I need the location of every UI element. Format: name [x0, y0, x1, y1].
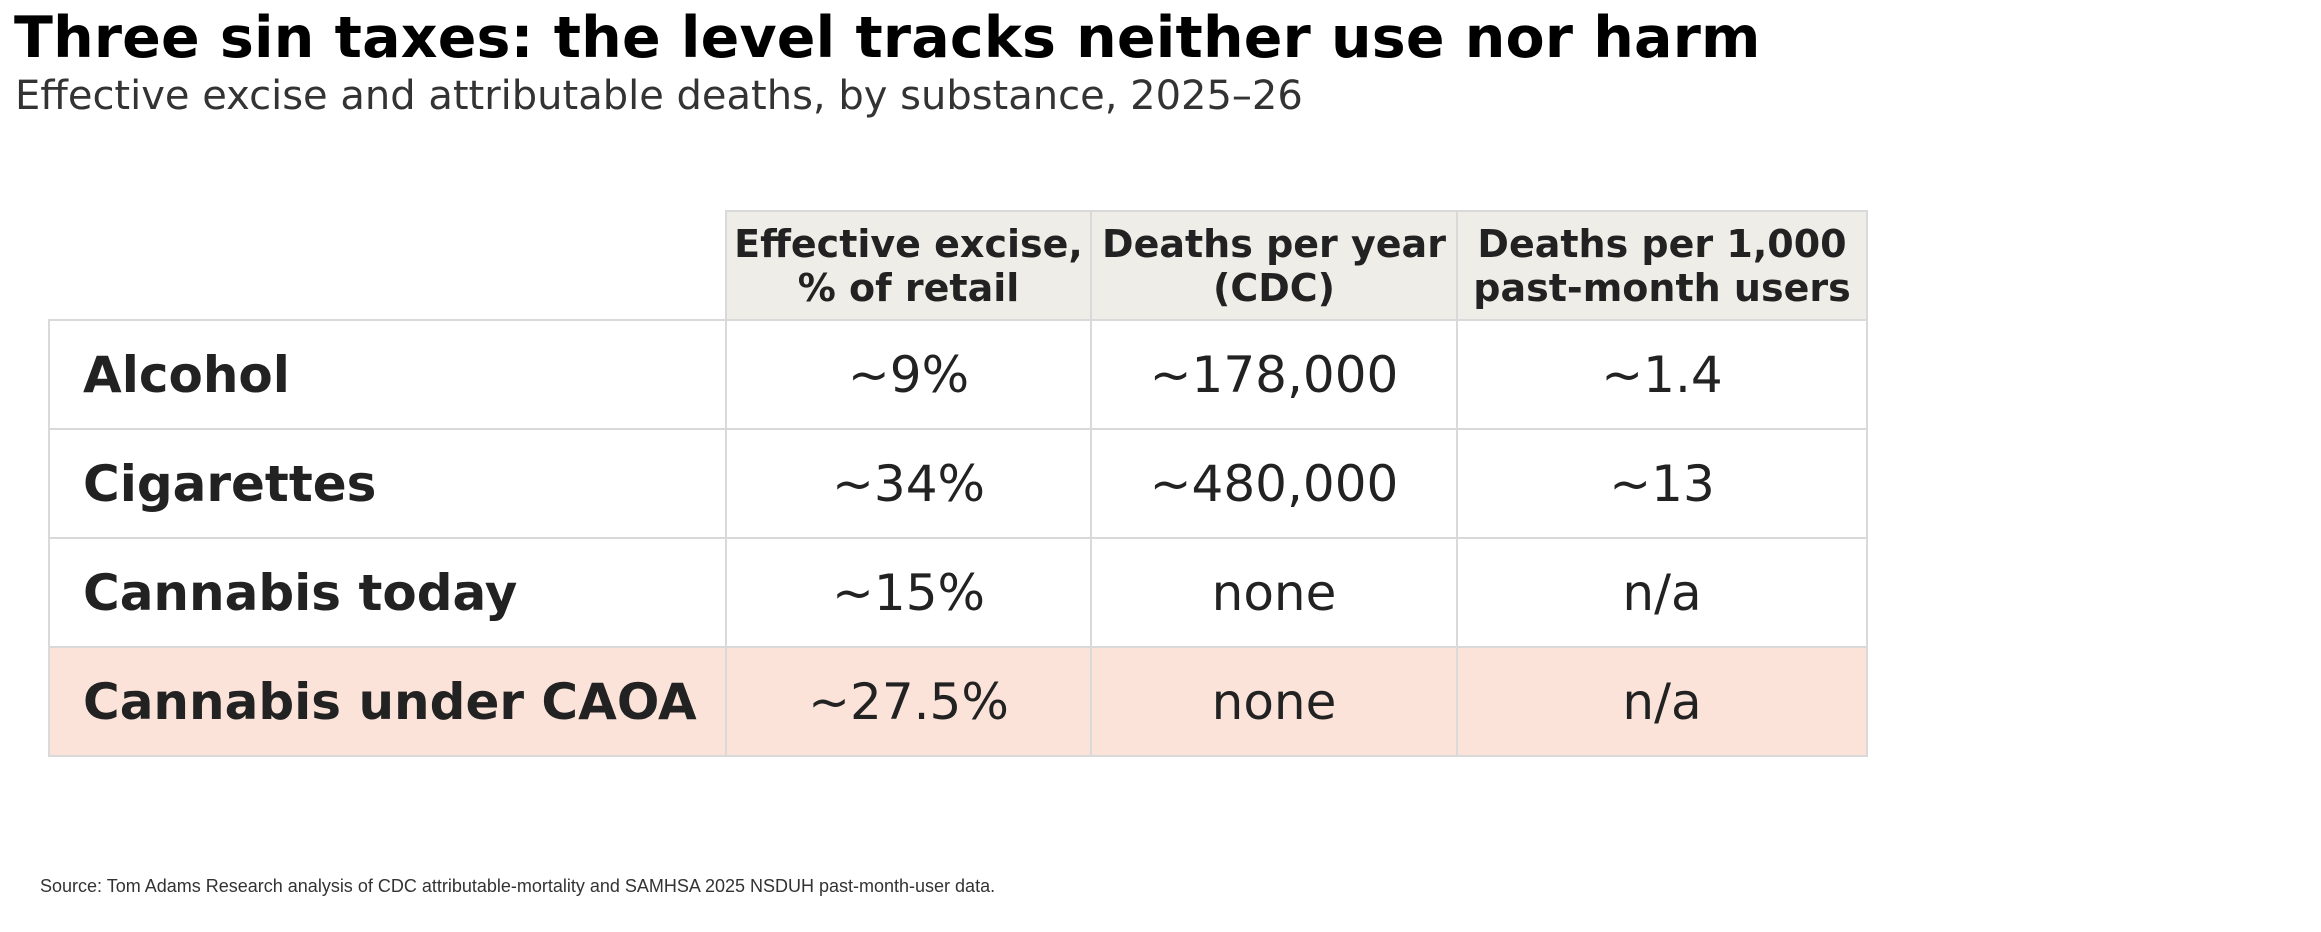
table-cell: none [1090, 646, 1458, 757]
row-label: Cigarettes [48, 428, 727, 539]
table-cell: ~13 [1456, 428, 1868, 539]
row-label: Cannabis today [48, 537, 727, 648]
table-row: Cannabis today ~15% none n/a [48, 537, 1868, 648]
data-table: Effective excise, % of retail Deaths per… [48, 210, 1868, 757]
source-note: Source: Tom Adams Research analysis of C… [40, 876, 996, 896]
table-row-highlighted: Cannabis under CAOA ~27.5% none n/a [48, 646, 1868, 757]
row-label: Cannabis under CAOA [48, 646, 727, 757]
column-header: Effective excise, % of retail [725, 210, 1092, 321]
table-cell: ~27.5% [725, 646, 1092, 757]
table-row: Cigarettes ~34% ~480,000 ~13 [48, 428, 1868, 539]
column-header: Deaths per 1,000 past-month users [1456, 210, 1868, 321]
row-label: Alcohol [48, 319, 727, 430]
table-cell: n/a [1456, 646, 1868, 757]
table-cell: ~480,000 [1090, 428, 1458, 539]
header-corner [49, 211, 727, 321]
table-cell: n/a [1456, 537, 1868, 648]
table-cell: none [1090, 537, 1458, 648]
column-header: Deaths per year (CDC) [1090, 210, 1458, 321]
chart-title: Three sin taxes: the level tracks neithe… [14, 5, 1761, 71]
chart-subtitle: Effective excise and attributable deaths… [15, 73, 1303, 119]
table-cell: ~9% [725, 319, 1092, 430]
header-row: Effective excise, % of retail Deaths per… [49, 210, 1868, 321]
table-cell: ~1.4 [1456, 319, 1868, 430]
table-cell: ~34% [725, 428, 1092, 539]
table-cell: ~178,000 [1090, 319, 1458, 430]
table-row: Alcohol ~9% ~178,000 ~1.4 [48, 319, 1868, 430]
table-cell: ~15% [725, 537, 1092, 648]
